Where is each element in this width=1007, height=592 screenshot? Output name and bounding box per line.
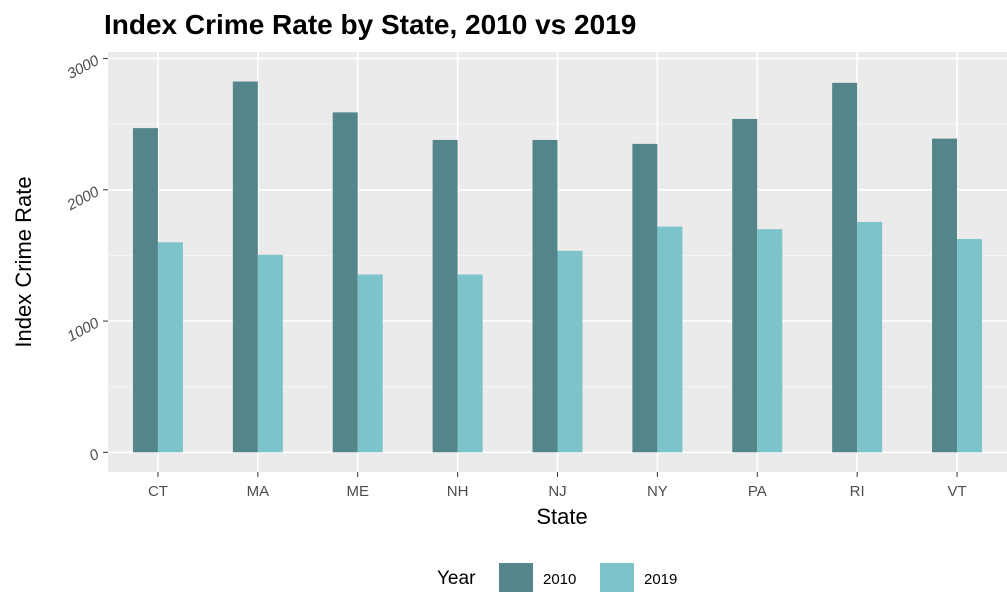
bar-ri-2010	[832, 82, 858, 453]
bar-nh-2010	[432, 139, 458, 453]
bar-nh-2019	[457, 274, 483, 453]
bar-ma-2019	[257, 254, 283, 453]
chart-title: Index Crime Rate by State, 2010 vs 2019	[104, 9, 636, 40]
y-tick-label: 2000	[64, 183, 103, 214]
x-tick-label: RI	[850, 483, 865, 500]
bar-ny-2010	[632, 143, 658, 453]
bar-ma-2010	[232, 81, 258, 453]
bar-vt-2010	[932, 138, 958, 453]
y-tick-label: 1000	[64, 314, 102, 345]
bars	[132, 81, 983, 453]
bar-vt-2019	[957, 239, 983, 453]
legend-key-2019	[600, 563, 634, 592]
legend-key-2010	[499, 563, 533, 592]
bar-nj-2010	[532, 139, 558, 453]
x-tick-label: NJ	[548, 483, 566, 500]
x-tick-label: PA	[748, 483, 767, 500]
y-axis-title: Index Crime Rate	[11, 176, 36, 347]
x-axis: CT MA ME NH NJ NY PA RI VT	[148, 472, 967, 500]
bar-ct-2010	[132, 128, 158, 453]
bar-me-2010	[332, 112, 358, 453]
y-tick-label: 3000	[64, 52, 102, 83]
x-tick-label: VT	[947, 483, 966, 500]
legend: Year 2010 2019	[437, 563, 677, 592]
legend-title: Year	[437, 568, 476, 589]
bar-me-2019	[357, 274, 383, 453]
x-tick-label: NH	[447, 483, 469, 500]
y-axis: 0 1000 2000 3000	[64, 52, 108, 465]
bar-nj-2019	[557, 250, 583, 453]
bar-ri-2019	[857, 221, 883, 453]
x-tick-label: NY	[647, 483, 668, 500]
x-tick-label: MA	[247, 483, 270, 500]
bar-ny-2019	[657, 226, 683, 453]
legend-label-2019: 2019	[644, 571, 677, 588]
y-tick-label: 0	[87, 446, 103, 465]
bar-ct-2019	[157, 242, 183, 453]
x-tick-label: CT	[148, 483, 168, 500]
x-tick-label: ME	[346, 483, 369, 500]
x-axis-title: State	[536, 504, 587, 529]
bar-pa-2010	[732, 118, 758, 453]
legend-label-2010: 2010	[543, 571, 576, 588]
bar-pa-2019	[757, 229, 783, 453]
